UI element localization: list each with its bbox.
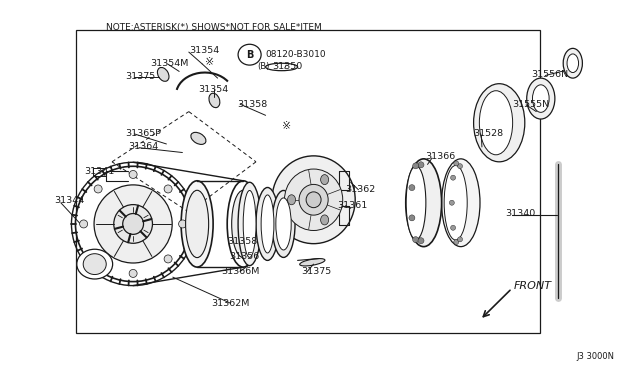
Text: 31358: 31358 (237, 100, 267, 109)
Text: 31365P: 31365P (125, 129, 161, 138)
Ellipse shape (454, 161, 459, 166)
Ellipse shape (527, 78, 555, 119)
Text: 31340: 31340 (506, 209, 536, 218)
Ellipse shape (451, 225, 456, 230)
Ellipse shape (449, 200, 454, 205)
Ellipse shape (479, 91, 513, 155)
Text: 31556N: 31556N (531, 70, 568, 79)
Text: ※: ※ (205, 58, 214, 67)
Ellipse shape (129, 269, 137, 278)
Text: 31361: 31361 (337, 201, 367, 210)
Ellipse shape (186, 190, 209, 257)
Text: 31362M: 31362M (211, 299, 250, 308)
Text: 31364: 31364 (128, 142, 158, 151)
Ellipse shape (444, 166, 467, 240)
Ellipse shape (129, 170, 137, 179)
Ellipse shape (458, 164, 463, 169)
Text: 31344: 31344 (54, 196, 84, 205)
Ellipse shape (442, 159, 480, 247)
Text: B: B (246, 50, 253, 60)
Text: 31375: 31375 (125, 72, 155, 81)
Ellipse shape (451, 175, 456, 180)
Ellipse shape (238, 182, 261, 266)
Ellipse shape (209, 93, 220, 108)
Ellipse shape (321, 215, 328, 225)
Text: 08120-B3010: 08120-B3010 (266, 50, 326, 59)
Ellipse shape (306, 192, 321, 208)
Ellipse shape (276, 198, 291, 250)
Text: (B): (B) (257, 62, 269, 71)
Ellipse shape (77, 249, 113, 279)
Ellipse shape (563, 48, 582, 78)
Text: 31358: 31358 (227, 237, 257, 246)
Text: 31354M: 31354M (150, 59, 189, 68)
Ellipse shape (79, 220, 88, 228)
Ellipse shape (458, 237, 463, 242)
Text: 31528: 31528 (474, 129, 504, 138)
Ellipse shape (94, 185, 102, 193)
Ellipse shape (191, 132, 206, 144)
Ellipse shape (406, 159, 442, 247)
Ellipse shape (227, 181, 259, 267)
Ellipse shape (321, 174, 328, 185)
Ellipse shape (532, 85, 549, 112)
Text: 31356: 31356 (229, 252, 259, 261)
Ellipse shape (114, 205, 152, 243)
Ellipse shape (418, 238, 424, 244)
Ellipse shape (285, 169, 343, 231)
Ellipse shape (413, 163, 419, 169)
Ellipse shape (164, 255, 172, 263)
Ellipse shape (243, 190, 256, 257)
Ellipse shape (83, 254, 106, 275)
Ellipse shape (94, 255, 102, 263)
Text: 31354: 31354 (189, 46, 219, 55)
Ellipse shape (238, 44, 261, 65)
Ellipse shape (272, 190, 295, 257)
Ellipse shape (76, 166, 191, 282)
Text: ※: ※ (282, 122, 291, 131)
Text: 31362: 31362 (346, 185, 376, 194)
Ellipse shape (409, 215, 415, 221)
Bar (76, 30, 540, 333)
Ellipse shape (123, 214, 143, 234)
Ellipse shape (406, 166, 426, 240)
Ellipse shape (287, 195, 296, 205)
Ellipse shape (454, 240, 459, 244)
Ellipse shape (300, 259, 325, 266)
Ellipse shape (413, 237, 419, 243)
Ellipse shape (418, 162, 424, 168)
Ellipse shape (256, 187, 279, 260)
Ellipse shape (272, 156, 355, 244)
Ellipse shape (567, 54, 579, 73)
Ellipse shape (164, 185, 172, 193)
Text: 31366: 31366 (426, 152, 456, 161)
Text: NOTE:ASTERISK(*) SHOWS*NOT FOR SALE*ITEM: NOTE:ASTERISK(*) SHOWS*NOT FOR SALE*ITEM (106, 23, 321, 32)
Text: J3 3000N: J3 3000N (577, 352, 614, 361)
Text: 31350: 31350 (272, 62, 302, 71)
Text: 31366M: 31366M (221, 267, 259, 276)
Ellipse shape (474, 84, 525, 162)
Ellipse shape (94, 185, 172, 263)
Ellipse shape (157, 67, 169, 81)
Ellipse shape (266, 63, 298, 71)
Text: FRONT: FRONT (513, 282, 551, 291)
Ellipse shape (179, 220, 187, 228)
Ellipse shape (181, 181, 213, 267)
Ellipse shape (232, 190, 255, 257)
Text: 31341: 31341 (84, 167, 115, 176)
Text: 31375: 31375 (301, 267, 331, 276)
Ellipse shape (261, 195, 274, 253)
Ellipse shape (299, 185, 328, 215)
Text: 31555N: 31555N (512, 100, 549, 109)
Text: 31354: 31354 (198, 85, 228, 94)
Ellipse shape (409, 185, 415, 190)
